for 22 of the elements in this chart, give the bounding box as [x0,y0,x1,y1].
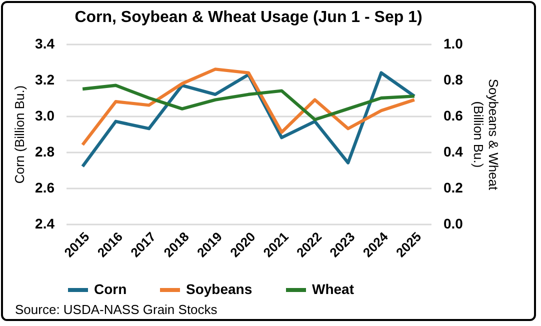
legend-label: Wheat [312,281,354,297]
source-note: Source: USDA-NASS Grain Stocks [15,302,218,317]
line-series [80,68,416,146]
y2-tick-label: 0.2 [444,180,464,196]
y2-axis-title: Soybeans & Wheat (Billion Bu.) [470,78,501,191]
y-tick-label: 3.4 [35,36,55,52]
y-tick-label: 2.6 [35,180,55,196]
y-axis-title: Corn (Billion Bu.) [12,85,28,184]
y-tick-label: 3.2 [35,72,55,88]
y2-tick-label: 0.8 [444,72,464,88]
y-tick-label: 3.0 [35,108,55,124]
y2-tick-label: 1.0 [444,36,464,52]
y2-tick-label: 0.4 [444,144,464,160]
line-series [80,71,416,168]
legend-label: Soybeans [186,281,252,297]
y-tick-label: 2.4 [35,216,55,232]
y2-tick-label: 0.0 [444,216,464,232]
line-series [80,84,416,122]
y-tick-label: 2.8 [35,144,55,160]
legend-label: Corn [94,281,127,297]
chart-title: Corn, Soybean & Wheat Usage (Jun 1 - Sep 1) [74,9,422,26]
y2-tick-label: 0.6 [444,108,464,124]
